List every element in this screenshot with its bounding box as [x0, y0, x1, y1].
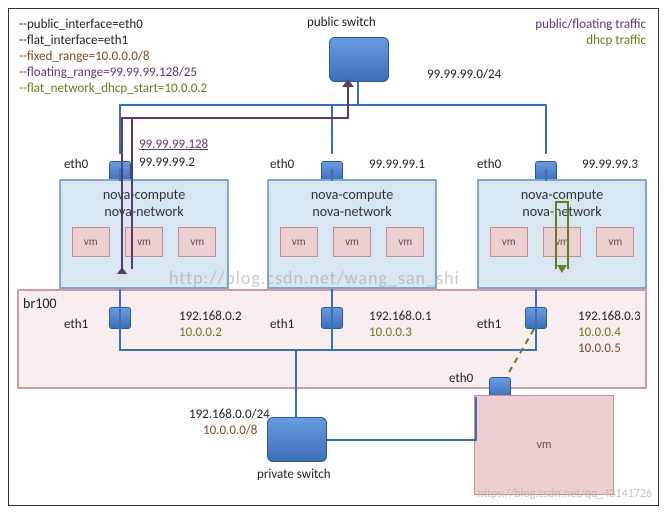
- h2-dhcp-ip: 10.0.0.3: [369, 325, 412, 340]
- h2-eth1-label: eth1: [270, 317, 294, 332]
- h2-vm-2: vm: [386, 227, 424, 257]
- h3-eth0-label: eth0: [477, 157, 501, 172]
- edge-pub-h3: [545, 104, 547, 154]
- edge-priv-to-bare-h: [327, 439, 475, 441]
- bare-eth0-label: eth0: [449, 371, 473, 386]
- cfg-floating-range: --floating_range=99.99.99.128/25: [19, 65, 197, 80]
- private-switch-label: private switch: [257, 467, 331, 482]
- stub-h1-eth0: [119, 169, 121, 181]
- edge-pub-h2: [331, 104, 333, 154]
- bare-vm-label: vm: [536, 438, 551, 452]
- h1-eth0-label: eth0: [64, 157, 88, 172]
- public-switch-cidr: 99.99.99.0/24: [427, 67, 501, 82]
- stub-h2-eth0: [331, 169, 333, 181]
- edge-br-h1: [119, 289, 121, 349]
- h3-dhcp-ip1: 10.0.0.4: [578, 325, 621, 340]
- cfg-fixed-range: --fixed_range=10.0.0.0/8: [19, 49, 149, 64]
- edge-br-h2: [331, 289, 333, 349]
- edge-dhcp-h3: [555, 201, 569, 269]
- h3-dhcp-ip2: 10.0.0.5: [578, 341, 621, 356]
- h3-vm-0: vm: [490, 227, 528, 257]
- h3-public-ip: 99.99.99.3: [582, 157, 638, 172]
- edge-pub-hbar: [119, 104, 547, 106]
- edge-br-hbar: [119, 349, 537, 351]
- arrow-floating-up: [342, 79, 354, 87]
- h1-public-ip: 99.99.99.2: [139, 155, 195, 170]
- h2-private-ip: 192.168.0.1: [369, 309, 432, 324]
- priv-cidr-ip: 192.168.0.0/24: [189, 407, 270, 422]
- h2-title1: nova-compute: [311, 186, 393, 203]
- legend-dhcp: dhcp traffic: [586, 33, 646, 48]
- watermark-center: http://blog.csdn.net/wang_san_shi: [169, 267, 460, 289]
- h1-vm-0: vm: [72, 227, 110, 257]
- edge-pub-center: [357, 82, 359, 104]
- h1-private-ip: 192.168.0.2: [179, 309, 242, 324]
- h1-title2: nova-network: [104, 203, 183, 220]
- h3-vm-2: vm: [596, 227, 634, 257]
- diagram-frame: --public_interface=eth0 --flat_interface…: [8, 8, 659, 506]
- h2-vm-1: vm: [333, 227, 371, 257]
- priv-cidr-fixed: 10.0.0.0/8: [203, 423, 257, 438]
- public-switch: [329, 37, 389, 82]
- edge-floating-up: [347, 82, 349, 117]
- cfg-flat-interface: --flat_interface=eth1: [19, 33, 128, 48]
- h2-public-ip: 99.99.99.1: [369, 157, 425, 172]
- cfg-public-interface: --public_interface=eth0: [19, 17, 143, 32]
- h1-dhcp-ip: 10.0.0.2: [179, 325, 222, 340]
- h1-floating-ip: 99.99.99.128: [139, 137, 208, 152]
- edge-priv-to-bare-v: [475, 397, 477, 441]
- cfg-flat-dhcp-start: --flat_network_dhcp_start=10.0.0.2: [19, 81, 207, 96]
- arrow-dhcp-h3: [557, 265, 567, 273]
- legend-public-floating: public/floating traffic: [535, 17, 646, 32]
- h1-eth1-label: eth1: [64, 317, 88, 332]
- bare-host: vm: [474, 395, 614, 495]
- arrow-floating-vm: [117, 267, 127, 274]
- watermark-bottom: https://blog.csdn.net/qq_43141726: [477, 487, 652, 501]
- edge-floating-v2: [131, 117, 133, 269]
- edge-br-to-priv: [295, 349, 297, 417]
- h1-vm-2: vm: [178, 227, 216, 257]
- h3-eth1-label: eth1: [477, 317, 501, 332]
- private-switch: [267, 417, 327, 462]
- h2-vm-0: vm: [280, 227, 318, 257]
- h2-eth0-label: eth0: [270, 157, 294, 172]
- h3-private-ip: 192.168.0.3: [578, 309, 641, 324]
- public-switch-label: public switch: [307, 15, 376, 30]
- br100-label: br100: [23, 295, 57, 312]
- h2-title2: nova-network: [312, 203, 391, 220]
- edge-floating-h: [121, 117, 349, 119]
- h1-title1: nova-compute: [103, 186, 185, 203]
- stub-h3-eth0: [545, 169, 547, 181]
- edge-floating-v1: [121, 117, 123, 269]
- edge-br-h3: [535, 289, 537, 349]
